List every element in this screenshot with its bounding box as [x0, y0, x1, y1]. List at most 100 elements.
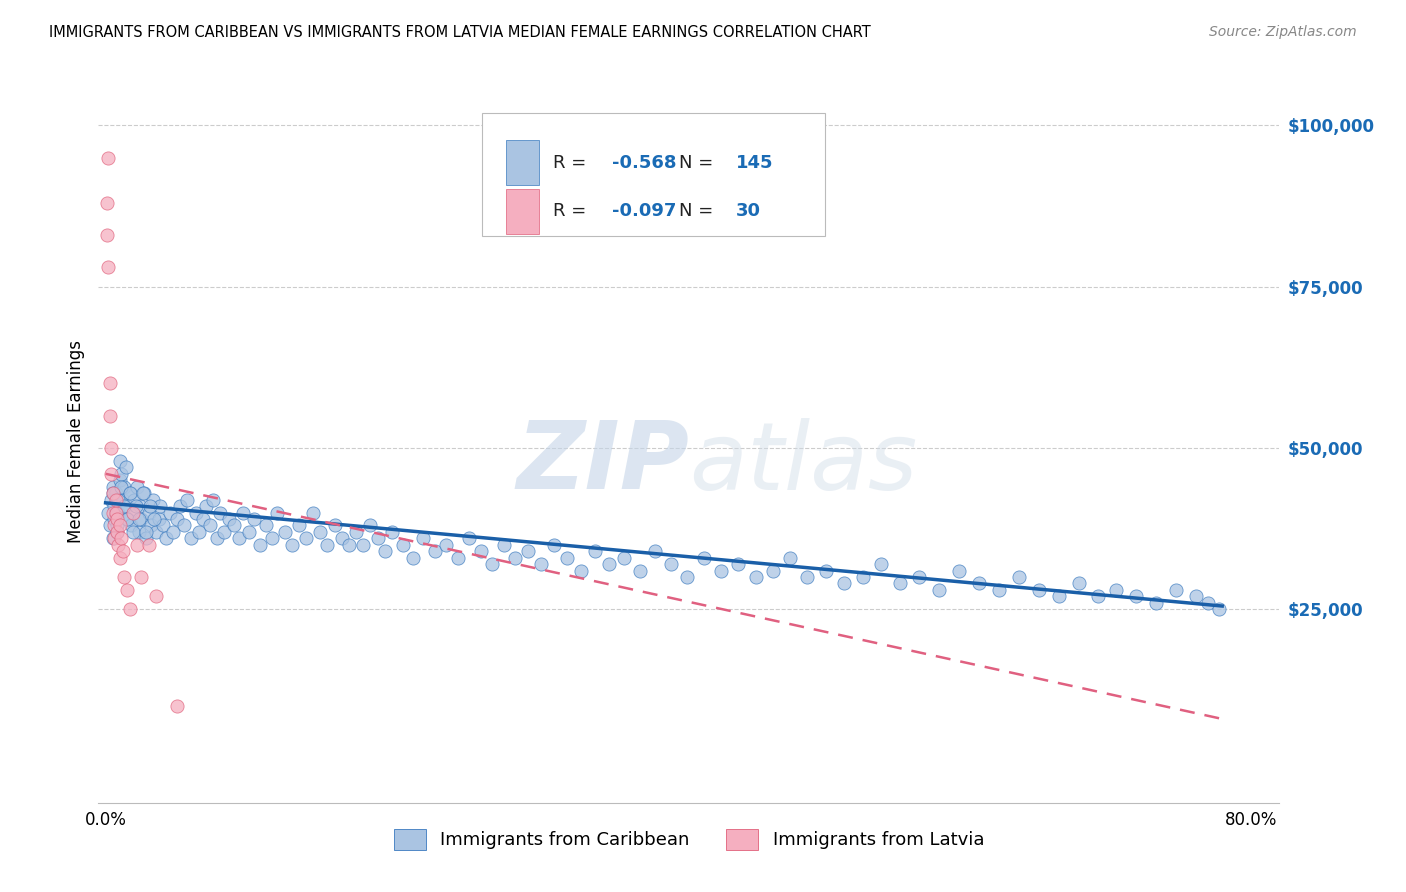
- Point: [108, 550, 131, 565]
- Point: [280, 538, 302, 552]
- Point: [173, 518, 195, 533]
- Point: [392, 538, 415, 552]
- Point: [98, 518, 121, 533]
- Point: [121, 524, 143, 539]
- Point: [470, 544, 492, 558]
- Point: [131, 512, 153, 526]
- Point: [114, 460, 136, 475]
- Point: [249, 538, 271, 552]
- Point: [125, 480, 148, 494]
- Point: [323, 518, 346, 533]
- Point: [100, 467, 122, 481]
- Point: [214, 524, 236, 539]
- Point: [124, 499, 146, 513]
- Point: [105, 524, 128, 539]
- Text: 145: 145: [737, 153, 773, 171]
- Text: -0.568: -0.568: [612, 153, 676, 171]
- Point: [117, 512, 139, 526]
- Point: [796, 570, 818, 584]
- Point: [260, 531, 283, 545]
- Point: [112, 570, 135, 584]
- Point: [302, 506, 325, 520]
- Point: [104, 506, 127, 520]
- Point: [110, 467, 132, 481]
- Point: [1008, 570, 1031, 584]
- Point: [149, 499, 172, 513]
- Point: [134, 486, 156, 500]
- Point: [266, 506, 288, 520]
- Point: [155, 531, 177, 545]
- Point: [107, 538, 129, 552]
- Point: [98, 409, 121, 423]
- Point: [112, 499, 135, 513]
- Point: [1105, 582, 1128, 597]
- Point: [889, 576, 911, 591]
- Point: [187, 524, 209, 539]
- Point: [142, 492, 165, 507]
- Point: [710, 564, 733, 578]
- Point: [125, 538, 148, 552]
- Point: [1197, 596, 1219, 610]
- Point: [1067, 576, 1090, 591]
- Text: atlas: atlas: [689, 417, 917, 508]
- Point: [367, 531, 389, 545]
- Point: [613, 550, 636, 565]
- Point: [1144, 596, 1167, 610]
- Point: [138, 506, 160, 520]
- Point: [152, 518, 174, 533]
- Point: [108, 473, 131, 487]
- Point: [169, 499, 191, 513]
- Point: [110, 480, 132, 494]
- Point: [107, 492, 129, 507]
- Point: [97, 260, 120, 275]
- Text: R =: R =: [553, 153, 592, 171]
- Point: [555, 550, 578, 565]
- Point: [359, 518, 381, 533]
- Point: [254, 518, 277, 533]
- Point: [129, 499, 152, 513]
- Point: [987, 582, 1010, 597]
- Point: [744, 570, 766, 584]
- Point: [108, 518, 131, 533]
- Point: [1208, 602, 1230, 616]
- Point: [209, 506, 232, 520]
- Point: [162, 524, 184, 539]
- Point: [832, 576, 855, 591]
- Point: [598, 557, 620, 571]
- Point: [184, 506, 207, 520]
- Point: [316, 538, 339, 552]
- Point: [166, 699, 188, 714]
- Point: [118, 602, 141, 616]
- Point: [381, 524, 404, 539]
- Point: [218, 512, 240, 526]
- Point: [101, 531, 124, 545]
- Point: [159, 506, 181, 520]
- Point: [337, 538, 360, 552]
- Point: [101, 480, 124, 494]
- Point: [143, 512, 166, 526]
- Point: [104, 486, 127, 500]
- Point: [121, 506, 143, 520]
- Point: [481, 557, 503, 571]
- Point: [194, 499, 217, 513]
- FancyBboxPatch shape: [482, 112, 825, 235]
- Point: [111, 544, 134, 558]
- Point: [145, 590, 167, 604]
- Point: [141, 518, 163, 533]
- Point: [516, 544, 538, 558]
- Point: [402, 550, 425, 565]
- Point: [503, 550, 526, 565]
- Point: [762, 564, 785, 578]
- Point: [852, 570, 875, 584]
- Point: [135, 531, 157, 545]
- Point: [103, 518, 125, 533]
- Point: [138, 538, 160, 552]
- Text: N =: N =: [679, 202, 720, 220]
- Point: [628, 564, 651, 578]
- Point: [115, 582, 138, 597]
- Point: [309, 524, 332, 539]
- Point: [112, 480, 135, 494]
- Text: N =: N =: [679, 153, 720, 171]
- Point: [344, 524, 367, 539]
- Point: [530, 557, 553, 571]
